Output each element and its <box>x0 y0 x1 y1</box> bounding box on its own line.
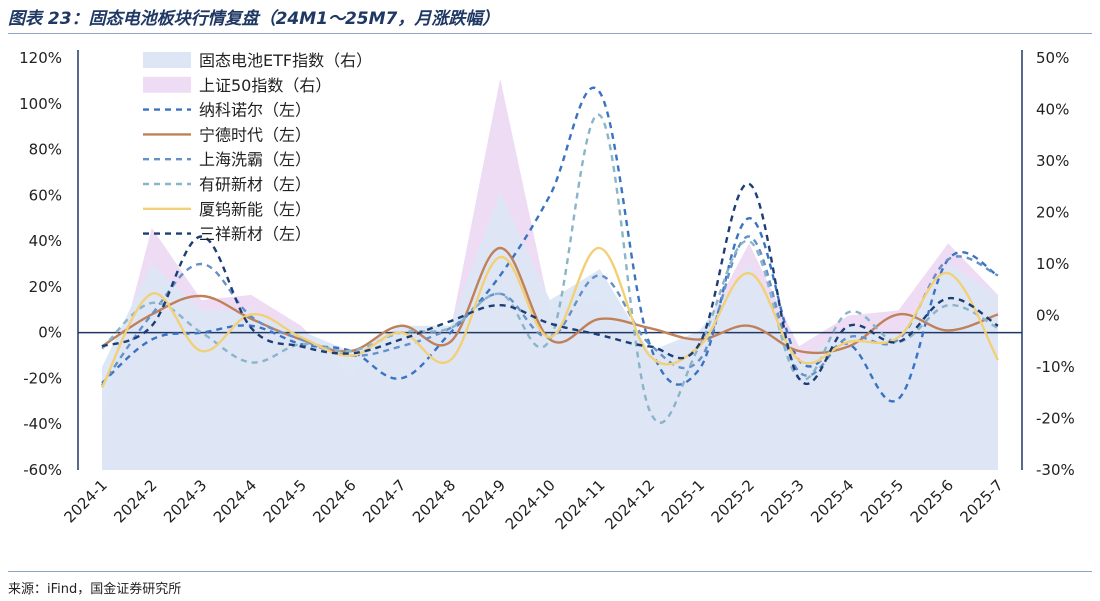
x-tick-label: 2025-2 <box>708 476 758 526</box>
source-note: 来源：iFind，国金证券研究所 <box>8 582 182 597</box>
area-series-etf <box>102 191 998 470</box>
line-layer <box>100 86 1000 424</box>
left-tick-label: 40% <box>29 232 62 250</box>
legend-label: 上海洗霸（左） <box>199 150 311 169</box>
legend-label: 宁德时代（左） <box>199 125 311 144</box>
x-tick-label: 2024-12 <box>601 476 658 533</box>
x-tick-label: 2025-4 <box>807 476 857 526</box>
footer-divider <box>8 571 1092 572</box>
right-tick-label: 40% <box>1036 101 1069 119</box>
left-tick-label: 0% <box>38 324 62 342</box>
x-tick-label: 2025-6 <box>907 476 957 526</box>
legend: 固态电池ETF指数（右） 上证50指数（右） 纳科诺尔（左） 宁德时代（左） 上海洗霸（… <box>143 51 372 244</box>
legend-label: 厦钨新能（左） <box>199 200 311 219</box>
left-tick-label: 120% <box>19 49 62 67</box>
right-tick-label: 50% <box>1036 49 1069 67</box>
legend-label: 三祥新材（左） <box>199 225 311 244</box>
right-tick-label: -30% <box>1036 461 1075 479</box>
x-tick-label: 2024-1 <box>61 476 111 526</box>
left-axis-ticks: 120% 100% 80% 60% 40% 20% 0% -20% -40% -60% <box>19 49 62 479</box>
x-axis-ticks: 2024-1 2024-2 2024-3 2024-4 2024-5 2024-6 2024… <box>61 476 1007 533</box>
left-tick-label: 80% <box>29 141 62 159</box>
left-tick-label: 20% <box>29 278 62 296</box>
legend-swatch <box>143 76 191 93</box>
legend-label: 上证50指数（右） <box>199 76 331 95</box>
x-tick-label: 2024-3 <box>160 476 210 526</box>
x-tick-label: 2025-7 <box>957 476 1007 526</box>
left-tick-label: -40% <box>23 415 62 433</box>
legend-label: 有研新材（左） <box>199 175 311 194</box>
line-series-0 <box>101 86 999 403</box>
right-tick-label: 10% <box>1036 255 1069 273</box>
line-series-1 <box>101 246 999 355</box>
x-tick-label: 2024-2 <box>110 476 160 526</box>
left-tick-label: -60% <box>23 461 62 479</box>
legend-label: 纳科诺尔（左） <box>199 101 311 120</box>
legend-label: 固态电池ETF指数（右） <box>199 51 372 70</box>
line-series-5 <box>101 182 999 386</box>
right-tick-label: -20% <box>1036 410 1075 428</box>
x-tick-label: 2025-5 <box>857 476 907 526</box>
right-tick-label: 0% <box>1036 307 1060 325</box>
line-series-2 <box>101 235 999 386</box>
x-tick-label: 2024-9 <box>459 476 509 526</box>
x-tick-label: 2024-4 <box>210 476 260 526</box>
line-series-3 <box>101 113 999 424</box>
x-tick-label: 2024-8 <box>409 476 459 526</box>
line-series-4 <box>100 246 1000 389</box>
left-tick-label: 100% <box>19 95 62 113</box>
right-tick-label: 20% <box>1036 204 1069 222</box>
x-tick-label: 2024-11 <box>552 476 609 533</box>
title-divider <box>8 33 1092 34</box>
left-tick-label: -20% <box>23 369 62 387</box>
x-tick-label: 2025-3 <box>757 476 807 526</box>
chart-title: 图表 23：固态电池板块行情复盘（24M1～25M7，月涨跌幅） <box>8 9 500 29</box>
right-tick-label: -10% <box>1036 358 1075 376</box>
x-tick-label: 2024-7 <box>359 476 409 526</box>
left-tick-label: 60% <box>29 186 62 204</box>
area-layer <box>102 78 998 470</box>
x-tick-label: 2025-1 <box>658 476 708 526</box>
x-tick-label: 2024-6 <box>309 476 359 526</box>
x-tick-label: 2024-5 <box>260 476 310 526</box>
right-axis-ticks: 50% 40% 30% 20% 10% 0% -10% -20% -30% <box>1036 49 1075 479</box>
right-tick-label: 30% <box>1036 152 1069 170</box>
x-tick-label: 2024-10 <box>502 476 559 533</box>
legend-swatch <box>143 52 191 68</box>
